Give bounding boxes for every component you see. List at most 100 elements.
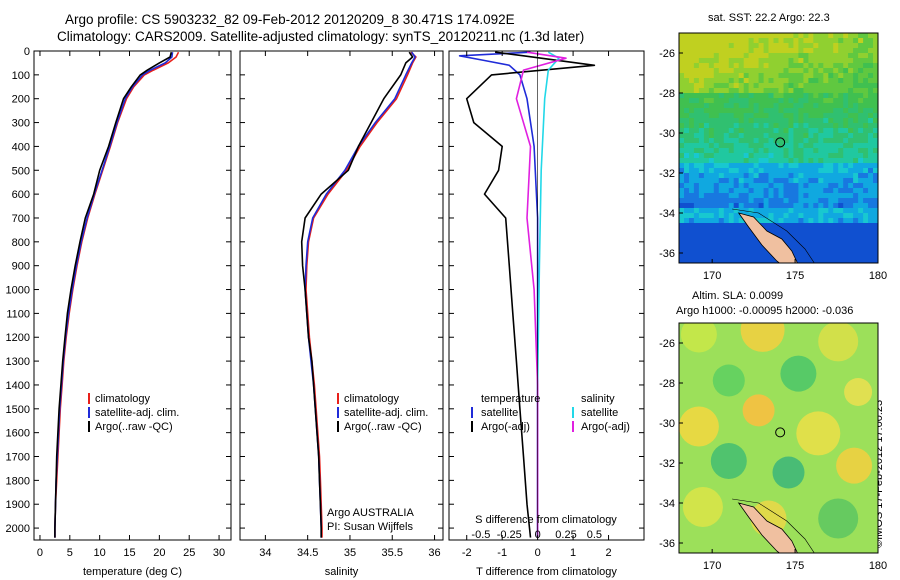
sst-cell <box>684 123 690 129</box>
sst-cell <box>848 103 854 109</box>
credit-line2: PI: Susan Wijffels <box>327 521 413 533</box>
sst-cell <box>758 213 765 219</box>
sst-cell <box>833 163 839 169</box>
series-line-argo-raw-qc- <box>300 51 414 538</box>
sst-cell <box>753 143 760 149</box>
sst-cell <box>843 223 849 229</box>
sst-cell <box>684 53 690 59</box>
y-tick-label: 900 <box>12 261 30 273</box>
sst-cell <box>718 123 725 129</box>
y-tick-label: 100 <box>12 70 30 82</box>
sst-cell <box>703 103 710 109</box>
sst-cell <box>808 93 814 99</box>
sst-cell <box>753 193 760 199</box>
sst-cell <box>803 133 809 139</box>
sst-cell <box>684 258 690 263</box>
sst-cell <box>743 108 750 114</box>
sst-cell <box>843 103 849 109</box>
sst-cell <box>713 63 720 69</box>
sst-cell <box>773 218 779 224</box>
sst-cell <box>773 113 779 119</box>
sst-cell <box>748 258 755 263</box>
sst-cell <box>703 113 710 119</box>
sst-cell <box>753 248 760 254</box>
sst-cell <box>808 173 814 179</box>
sst-cell <box>718 178 725 184</box>
sst-cell <box>738 143 745 149</box>
sst-cell <box>778 183 784 189</box>
sst-cell <box>718 163 725 169</box>
sst-cell <box>783 163 789 169</box>
sst-cell <box>818 113 824 119</box>
sst-cell <box>718 208 725 214</box>
sst-cell <box>698 53 705 59</box>
sst-cell <box>718 143 725 149</box>
sst-cell <box>723 253 730 259</box>
sst-cell <box>753 73 760 79</box>
sst-cell <box>843 213 849 219</box>
sst-cell <box>698 258 705 263</box>
sst-cell <box>838 83 844 89</box>
sst-cell <box>703 203 710 209</box>
sst-cell <box>708 123 715 129</box>
sst-cell <box>713 43 720 49</box>
sst-cell <box>813 103 819 109</box>
sst-cell <box>748 238 755 244</box>
sst-cell <box>713 33 720 39</box>
sst-cell <box>858 38 864 44</box>
sst-cell <box>758 78 765 84</box>
sst-cell <box>793 213 799 219</box>
sst-cell <box>793 118 799 124</box>
sst-cell <box>838 113 844 119</box>
sst-cell <box>793 63 799 69</box>
sst-cell <box>788 38 794 44</box>
sst-cell <box>843 163 849 169</box>
sst-cell <box>728 178 735 184</box>
sst-cell <box>813 148 819 154</box>
sst-cell <box>833 258 839 263</box>
sst-cell <box>718 198 725 204</box>
sst-cell <box>828 63 834 69</box>
sst-cell <box>873 43 878 49</box>
y-tick-label: -34 <box>659 498 675 510</box>
sst-cell <box>708 78 715 84</box>
sst-cell <box>783 118 789 124</box>
sst-cell <box>853 253 859 259</box>
sst-cell <box>698 228 705 234</box>
sst-cell <box>793 148 799 154</box>
sst-cell <box>793 153 799 159</box>
sst-cell <box>713 48 720 54</box>
sst-cell <box>808 248 814 254</box>
sst-cell <box>693 218 700 224</box>
sst-cell <box>778 203 784 209</box>
sst-cell <box>803 113 809 119</box>
sst-cell <box>838 168 844 174</box>
sst-cell <box>798 138 804 144</box>
sst-cell <box>758 93 765 99</box>
depth-contour <box>732 208 815 263</box>
sst-cell <box>703 238 710 244</box>
sst-cell <box>733 33 740 39</box>
sst-cell <box>728 233 735 239</box>
sst-cell <box>803 153 809 159</box>
sst-cell <box>758 128 765 134</box>
y-tick-label: 0 <box>24 46 30 58</box>
sst-cell <box>803 118 809 124</box>
sst-cell <box>848 43 854 49</box>
sst-cell <box>843 218 849 224</box>
sst-cell <box>873 223 878 229</box>
sst-cell <box>689 193 695 199</box>
y-tick-label: 1500 <box>6 404 30 416</box>
sst-cell <box>718 243 725 249</box>
sst-cell <box>873 118 878 124</box>
sst-cell <box>848 178 854 184</box>
legend-swatch-argo <box>88 421 90 432</box>
sst-cell <box>828 183 834 189</box>
sst-cell <box>873 103 878 109</box>
sst-cell <box>818 68 824 74</box>
sst-cell <box>713 258 720 263</box>
sst-cell <box>684 63 690 69</box>
sst-cell <box>708 58 715 64</box>
y-tick-label: -34 <box>659 208 675 220</box>
sst-cell <box>763 138 770 144</box>
